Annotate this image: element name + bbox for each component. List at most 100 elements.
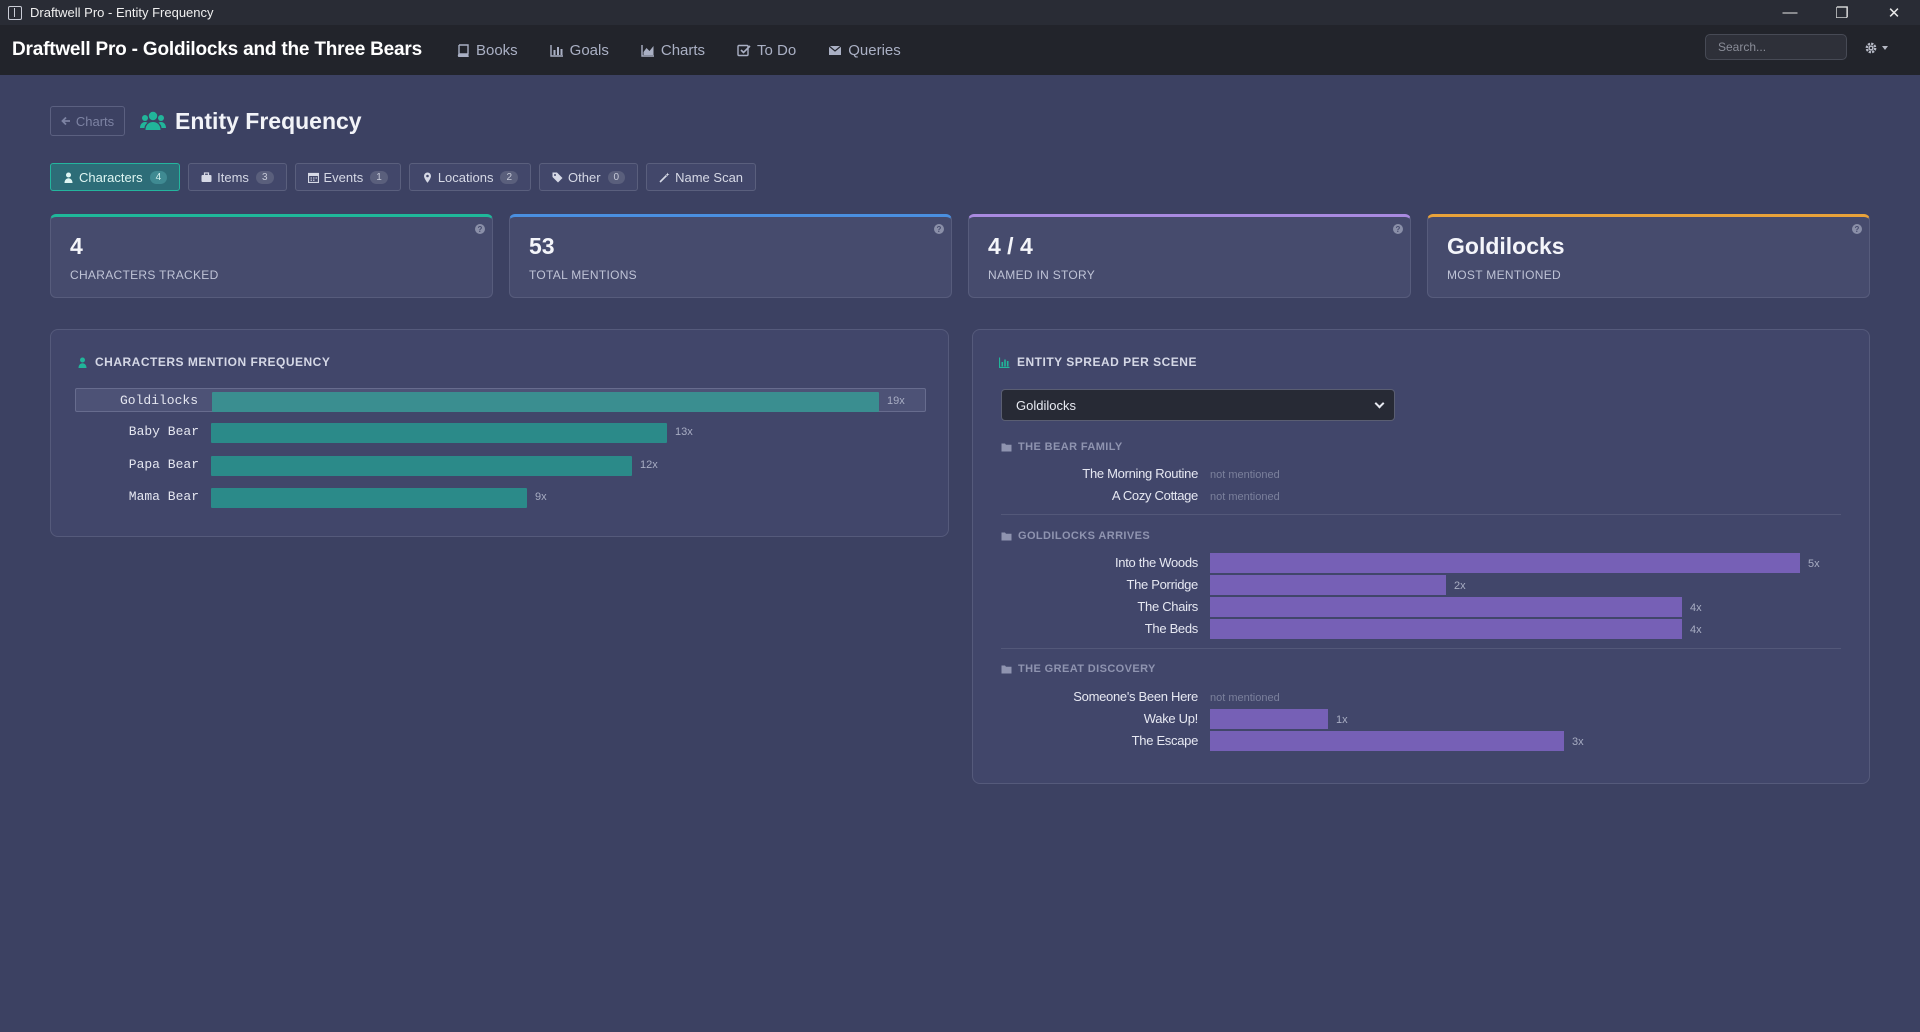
briefcase-icon [201, 171, 212, 182]
group-title-text: THE BEAR FAMILY [1018, 441, 1123, 453]
stat-label: CHARACTERS TRACKED [70, 268, 219, 282]
nav-item-books[interactable]: Books [440, 42, 534, 59]
window-title: Draftwell Pro - Entity Frequency [30, 5, 214, 20]
nav-label-books: Books [475, 41, 518, 59]
frequency-bar-row[interactable]: Baby Bear 13x [75, 420, 926, 444]
scene-name: Wake Up! [1143, 711, 1199, 726]
entity-type-tabs: Characters 4 Items 3 Events 1 Locations … [50, 163, 757, 191]
panel-title: CHARACTERS MENTION FREQUENCY [77, 355, 330, 369]
folder-icon [1001, 443, 1012, 452]
frequency-bar-row[interactable]: Mama Bear 9x [75, 485, 926, 509]
restore-icon[interactable]: ❐ [1835, 4, 1849, 22]
tab-name-scan[interactable]: Name Scan [646, 163, 757, 191]
frequency-bar [211, 456, 632, 476]
scene-group-title: GOLDILOCKS ARRIVES [1001, 530, 1150, 542]
nav-item-charts[interactable]: Charts [625, 42, 721, 59]
entity-select-value: Goldilocks [1016, 397, 1076, 413]
scene-bar [1210, 553, 1800, 573]
frequency-bar [211, 488, 527, 508]
app-book-icon [8, 5, 22, 20]
scene-name: A Cozy Cottage [1111, 488, 1198, 503]
not-mentioned-label: not mentioned [1210, 469, 1280, 481]
not-mentioned-label: not mentioned [1210, 692, 1280, 704]
bar-count: 19x [887, 395, 905, 407]
group-title-text: THE GREAT DISCOVERY [1018, 663, 1156, 675]
scene-count: 5x [1808, 558, 1820, 570]
check-square-icon [737, 44, 751, 56]
user-icon [64, 172, 73, 183]
nav-menu: Books Goals Charts To Do Queries [440, 42, 917, 59]
stat-value: Goldilocks [1447, 233, 1565, 259]
scene-count: 1x [1336, 714, 1348, 726]
scene-count: 4x [1690, 602, 1702, 614]
frequency-bar-row[interactable]: Papa Bear 12x [75, 453, 926, 477]
nav-label-queries: Queries [848, 41, 901, 59]
scene-bar [1210, 731, 1564, 751]
bar-chart-icon [549, 44, 563, 57]
nav-item-queries[interactable]: Queries [812, 42, 917, 59]
info-icon[interactable]: ? [1852, 224, 1862, 234]
nav-item-todo[interactable]: To Do [721, 42, 812, 59]
tab-items[interactable]: Items 3 [188, 163, 287, 191]
tab-characters[interactable]: Characters 4 [50, 163, 181, 191]
tab-other[interactable]: Other 0 [539, 163, 639, 191]
scene-name: The Morning Routine [1082, 466, 1198, 481]
bar-label: Mama Bear [128, 489, 199, 504]
settings-dropdown[interactable] [1864, 41, 1888, 55]
brand-title[interactable]: Draftwell Pro - Goldilocks and the Three… [12, 39, 422, 60]
not-mentioned-label: not mentioned [1210, 491, 1280, 503]
count-badge: 1 [370, 170, 388, 184]
nav-label-charts: Charts [660, 41, 706, 59]
minimize-icon[interactable]: — [1782, 4, 1798, 21]
scene-count: 3x [1572, 736, 1584, 748]
scene-bar [1210, 619, 1682, 639]
back-to-charts-button[interactable]: Charts [50, 106, 125, 136]
scene-bar [1210, 575, 1446, 595]
scene-group-title: THE BEAR FAMILY [1001, 441, 1123, 453]
nav-item-goals[interactable]: Goals [534, 42, 625, 59]
area-chart-icon [641, 44, 654, 57]
entity-select[interactable]: Goldilocks [1001, 389, 1395, 421]
tab-events[interactable]: Events 1 [294, 163, 401, 191]
stat-value: 53 [529, 233, 555, 259]
scene-count: 2x [1454, 580, 1466, 592]
frequency-bar-row[interactable]: Goldilocks 19x [75, 388, 926, 412]
arrow-left-icon [61, 116, 70, 126]
bar-label: Goldilocks [119, 393, 198, 408]
panel-title-text: ENTITY SPREAD PER SCENE [1017, 355, 1197, 369]
stat-label: NAMED IN STORY [988, 268, 1096, 282]
search-input[interactable] [1705, 34, 1847, 60]
frequency-bar [212, 392, 879, 412]
tab-label: Name Scan [675, 169, 744, 185]
back-label: Charts [75, 113, 115, 129]
window-controls: — ❐ ✕ [1764, 0, 1920, 25]
count-badge: 3 [255, 170, 274, 184]
count-badge: 4 [149, 170, 168, 184]
scene-name: The Porridge [1126, 577, 1198, 592]
window-titlebar: Draftwell Pro - Entity Frequency — ❐ ✕ [0, 0, 1920, 25]
folder-icon [1001, 532, 1012, 541]
info-icon[interactable]: ? [934, 224, 944, 234]
tab-label: Items [217, 169, 249, 185]
folder-icon [1001, 665, 1012, 674]
users-icon [140, 111, 166, 130]
tab-locations[interactable]: Locations 2 [408, 163, 532, 191]
info-icon[interactable]: ? [1393, 224, 1403, 234]
info-icon[interactable]: ? [475, 224, 485, 234]
bar-label: Papa Bear [128, 457, 199, 472]
gear-icon [1865, 42, 1877, 54]
magic-wand-icon [659, 172, 670, 183]
group-title-text: GOLDILOCKS ARRIVES [1018, 530, 1151, 542]
page-title-text: Entity Frequency [175, 107, 362, 134]
bar-label: Baby Bear [128, 424, 199, 439]
chevron-down-icon [1374, 398, 1385, 409]
scene-count: 4x [1690, 624, 1702, 636]
bar-chart-icon [999, 357, 1010, 368]
group-divider [1001, 648, 1841, 649]
count-badge: 2 [500, 170, 519, 184]
tab-label: Other [568, 169, 601, 185]
page-title: Entity Frequency [140, 106, 362, 136]
frequency-bar [211, 423, 667, 443]
close-icon[interactable]: ✕ [1887, 4, 1901, 22]
stat-label: TOTAL MENTIONS [529, 268, 637, 282]
